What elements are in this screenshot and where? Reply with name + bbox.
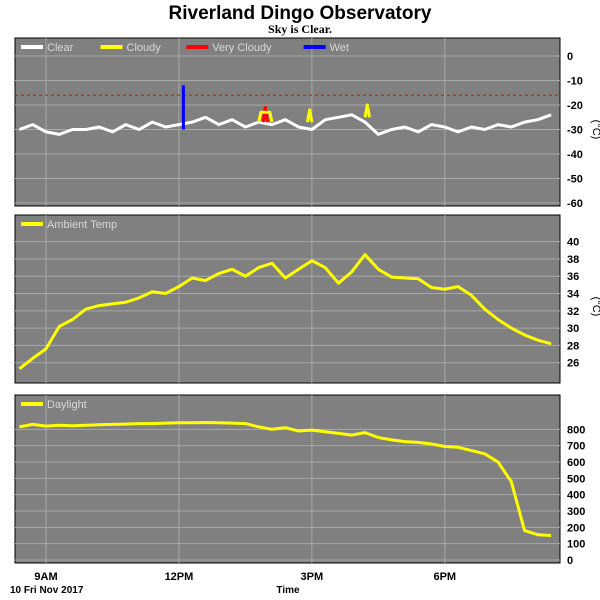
y-tick-label: 34 (567, 289, 580, 301)
y-tick-label: 32 (567, 306, 579, 318)
y-tick-label: 300 (567, 506, 585, 518)
daylight-panel: 0 100 200 300 400 500 600 700 800 Daylight (14, 394, 585, 567)
y-tick-label: -60 (567, 198, 583, 210)
sky-temp-panel: 0 -10 -20 -30 -40 -50 -60 (°C) Clear Cloudy Very C… (14, 37, 600, 210)
y-tick-label: 400 (567, 490, 585, 502)
x-tick-label: 9AM (34, 571, 57, 583)
legend-label: Cloudy (127, 42, 162, 54)
y-tick-label: -40 (567, 149, 583, 161)
series-line-cloudy (305, 108, 314, 123)
panel-background-2 (14, 394, 561, 564)
ambient-temp-panel: 26 28 30 32 34 36 38 40 (°C) Ambient Temp (14, 214, 600, 384)
y-tick-label: 36 (567, 271, 579, 283)
y-tick-label: -30 (567, 125, 583, 137)
x-tick-label: 6PM (433, 571, 456, 583)
chart-subtitle: Sky is Clear. (268, 22, 332, 36)
y-tick-label: 500 (567, 473, 585, 485)
time-axis-label: Time (276, 585, 300, 596)
x-tick-label: 12PM (165, 571, 194, 583)
y-tick-label: 26 (567, 358, 579, 370)
series-line-cloudy (257, 110, 274, 123)
series-line-cloudy (363, 103, 371, 118)
y-tick-label: 100 (567, 539, 585, 551)
legend-label: Clear (47, 42, 74, 54)
y-unit-label: (°C) (590, 297, 600, 317)
legend-label: Daylight (47, 399, 87, 411)
y-tick-label: 30 (567, 323, 579, 335)
x-tick-label: 3PM (301, 571, 324, 583)
y-tick-label: 600 (567, 457, 585, 469)
legend-label: Ambient Temp (47, 219, 117, 231)
y-tick-label: -50 (567, 174, 583, 186)
y-tick-label: 0 (567, 51, 573, 63)
panel-background-1 (14, 214, 561, 384)
legend-label: Very Cloudy (212, 42, 272, 54)
x-axis-ticks: 9AM 12PM 3PM 6PM (34, 571, 456, 583)
y-tick-label: 40 (567, 237, 579, 249)
y-tick-label: 38 (567, 254, 579, 266)
y-tick-label: -10 (567, 76, 583, 88)
date-label: 10 Fri Nov 2017 (10, 585, 84, 596)
y-tick-label: -20 (567, 100, 583, 112)
y-tick-label: 200 (567, 522, 585, 534)
chart-title: Riverland Dingo Observatory (169, 3, 432, 24)
series-line-clear (18, 113, 552, 136)
y-tick-label: 700 (567, 441, 585, 453)
y-tick-label: 800 (567, 424, 585, 436)
legend-label: Wet (330, 42, 349, 54)
series-line-daylight (19, 421, 552, 537)
y-tick-label: 28 (567, 340, 579, 352)
series-line-very-cloudy (261, 106, 270, 123)
y-unit-label: (°C) (590, 120, 600, 140)
y-tick-label: 0 (567, 555, 573, 567)
series-line-ambient-temp (18, 253, 552, 370)
